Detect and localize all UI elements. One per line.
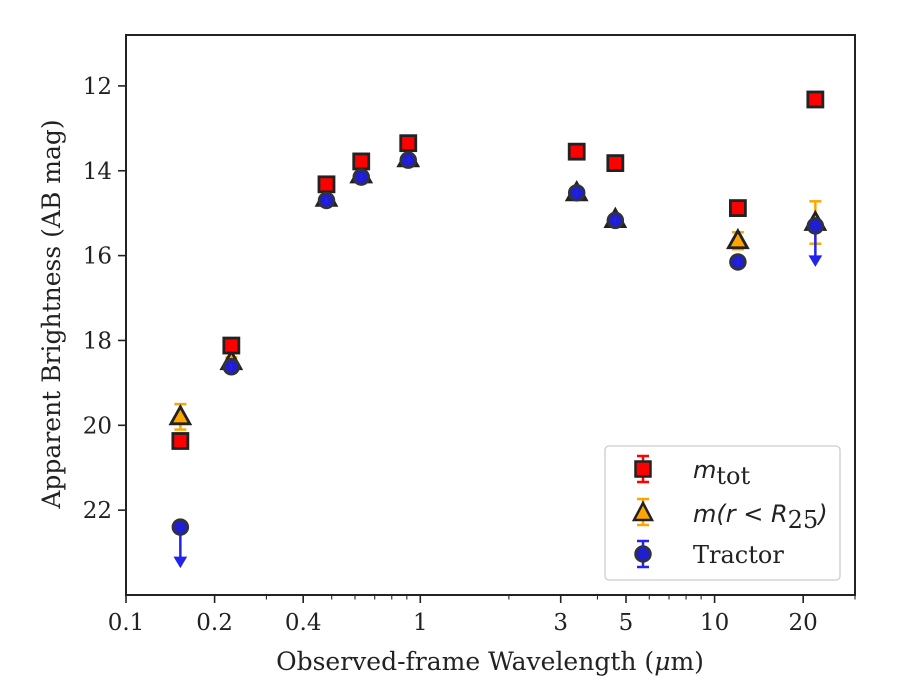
legend-entry-m-tot: mtot: [634, 454, 750, 490]
x-tick-label: 10: [700, 610, 729, 636]
legend-marker-m-tot: [634, 460, 652, 478]
m-tot-point: [352, 152, 371, 171]
m-tot-point: [171, 432, 190, 450]
m-tot-point: [399, 134, 418, 153]
y-axis-label: Apparent Brightness (AB mag): [37, 119, 66, 509]
x-tick-label: 1: [413, 610, 428, 636]
m-tot-point: [222, 336, 241, 355]
tractor-point: [806, 217, 825, 235]
y-tick-label: 18: [83, 328, 112, 354]
y-tick-label: 16: [83, 244, 112, 270]
m-r25-point: [726, 227, 750, 250]
x-tick-label: 3: [553, 610, 568, 636]
m-tot-point: [567, 142, 586, 161]
y-tick-label: 20: [83, 413, 112, 439]
x-tick-label: 0.4: [285, 610, 322, 636]
axes: 0.1 0.2 0.4 1 3 5 10 20 12 14 16 18 20 22: [83, 34, 856, 636]
x-tick-label: 0.1: [108, 610, 145, 636]
legend-marker-m-r25: [631, 500, 655, 522]
legend-label-m-r25: m(r < R25): [693, 500, 828, 534]
x-axis-label: Observed-frame Wavelength (μm): [276, 647, 704, 676]
x-tick-label: 20: [789, 610, 818, 636]
m-r25-point: [168, 403, 193, 426]
x-tick-label: 0.2: [196, 610, 233, 636]
y-tick-label: 14: [83, 159, 112, 185]
tractor-point: [171, 518, 190, 536]
m-tot-point: [317, 175, 336, 194]
data-marks: [168, 90, 828, 569]
m-tot-point: [606, 154, 625, 173]
legend-frame: [604, 445, 841, 581]
legend-entry-m-r25: m(r < R25): [631, 497, 828, 534]
m-tot-point: [728, 199, 747, 217]
legend: mtot m(r < R25) Tractor: [604, 445, 841, 581]
legend-entry-tractor: Tractor: [634, 539, 784, 569]
x-tick-label: 5: [619, 610, 634, 636]
legend-marker-tractor: [634, 545, 652, 563]
circle-upper-limit-arrow: [808, 255, 823, 267]
legend-label-tractor: Tractor: [693, 541, 784, 569]
plot-frame: [125, 34, 856, 596]
circle-upper-limit-arrow: [173, 556, 188, 569]
y-tick-label: 12: [83, 74, 112, 100]
legend-label-m-tot: mtot: [693, 456, 750, 490]
y-tick-label: 22: [83, 498, 112, 524]
m-tot-point: [806, 90, 825, 109]
